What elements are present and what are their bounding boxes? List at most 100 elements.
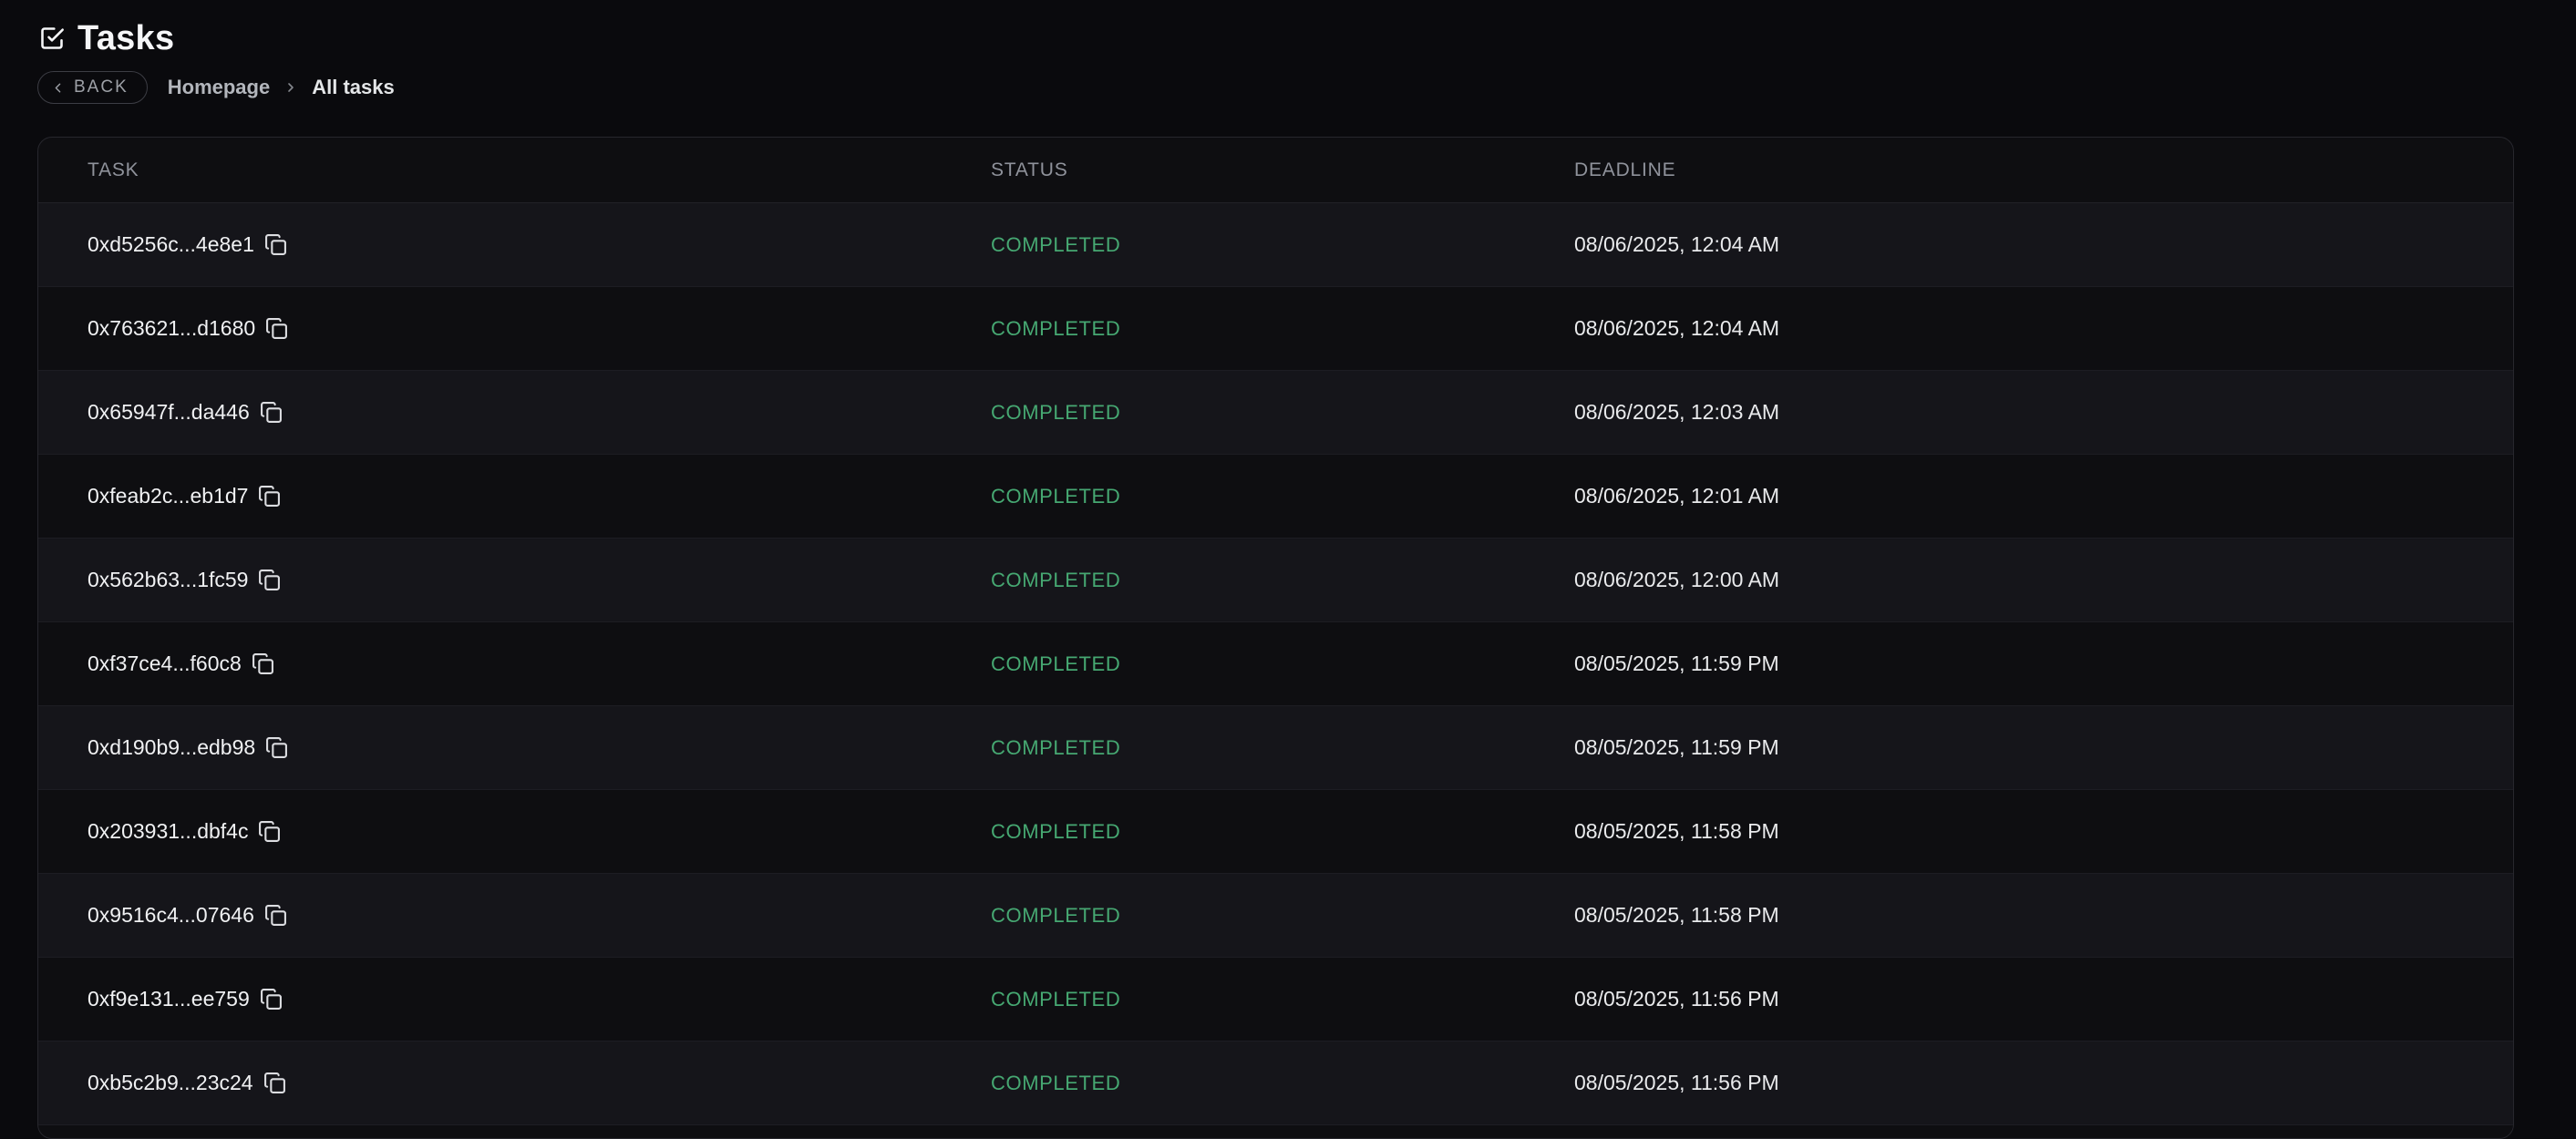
- task-cell: 0xd5256c...4e8e1: [88, 232, 991, 257]
- status-badge: COMPLETED: [991, 735, 1121, 759]
- table-row: 0xd5256c...4e8e1 COMPLETED 08/06/2025, 1…: [38, 203, 2513, 287]
- task-cell: 0x562b63...1fc59: [88, 568, 991, 592]
- breadcrumb: Homepage All tasks: [168, 76, 395, 99]
- table-body: 0xd5256c...4e8e1 COMPLETED 08/06/2025, 1…: [38, 203, 2513, 1125]
- deadline-cell: 08/05/2025, 11:59 PM: [1574, 735, 2513, 760]
- copy-icon[interactable]: [258, 820, 281, 843]
- table-row: 0x763621...d1680 COMPLETED 08/06/2025, 1…: [38, 287, 2513, 371]
- square-check-icon: [39, 26, 65, 51]
- task-cell: 0xb5c2b9...23c24: [88, 1071, 991, 1095]
- status-cell: COMPLETED: [991, 820, 1574, 844]
- copy-icon[interactable]: [258, 569, 281, 591]
- copy-icon[interactable]: [265, 317, 288, 340]
- deadline-text: 08/06/2025, 12:00 AM: [1574, 568, 1780, 591]
- table-row: 0x203931...dbf4c COMPLETED 08/05/2025, 1…: [38, 790, 2513, 874]
- copy-icon[interactable]: [263, 1072, 286, 1094]
- copy-icon[interactable]: [252, 652, 274, 675]
- task-cell: 0xf9e131...ee759: [88, 987, 991, 1011]
- status-cell: COMPLETED: [991, 569, 1574, 592]
- status-badge: COMPLETED: [991, 568, 1121, 591]
- breadcrumb-all-tasks: All tasks: [312, 76, 395, 98]
- status-cell: COMPLETED: [991, 904, 1574, 928]
- deadline-cell: 08/06/2025, 12:04 AM: [1574, 232, 2513, 257]
- status-badge: COMPLETED: [991, 316, 1121, 340]
- deadline-text: 08/05/2025, 11:56 PM: [1574, 987, 1779, 1011]
- status-badge: COMPLETED: [991, 232, 1121, 256]
- tasks-table-card: TASK STATUS DEADLINE 0xd5256c...4e8e1 CO…: [37, 137, 2514, 1139]
- column-header-task: TASK: [88, 159, 139, 180]
- status-badge: COMPLETED: [991, 484, 1121, 508]
- status-cell: COMPLETED: [991, 652, 1574, 676]
- status-cell: COMPLETED: [991, 401, 1574, 425]
- table-row: 0xf37ce4...f60c8 COMPLETED 08/05/2025, 1…: [38, 622, 2513, 706]
- table-row: 0x65947f...da446 COMPLETED 08/06/2025, 1…: [38, 371, 2513, 455]
- table-row: 0xd190b9...edb98 COMPLETED 08/05/2025, 1…: [38, 706, 2513, 790]
- chevron-left-icon: [50, 80, 66, 96]
- deadline-text: 08/06/2025, 12:04 AM: [1574, 232, 1780, 256]
- deadline-cell: 08/06/2025, 12:01 AM: [1574, 484, 2513, 508]
- back-button[interactable]: BACK: [37, 71, 148, 104]
- deadline-text: 08/05/2025, 11:58 PM: [1574, 819, 1779, 843]
- page-title: Tasks: [77, 19, 175, 57]
- deadline-cell: 08/05/2025, 11:56 PM: [1574, 1071, 2513, 1095]
- copy-icon[interactable]: [264, 233, 287, 256]
- table-row: 0xb5c2b9...23c24 COMPLETED 08/05/2025, 1…: [38, 1042, 2513, 1125]
- task-id: 0xf37ce4...f60c8: [88, 652, 242, 675]
- toolbar: BACK Homepage All tasks: [37, 71, 2576, 104]
- task-cell: 0xd190b9...edb98: [88, 735, 991, 760]
- table-row: 0xf9e131...ee759 COMPLETED 08/05/2025, 1…: [38, 958, 2513, 1042]
- task-id: 0xfeab2c...eb1d7: [88, 484, 249, 508]
- task-id: 0x65947f...da446: [88, 400, 250, 424]
- page-header: Tasks: [39, 18, 2576, 58]
- task-id: 0x9516c4...07646: [88, 903, 254, 927]
- status-badge: COMPLETED: [991, 903, 1121, 927]
- task-id: 0xd5256c...4e8e1: [88, 232, 254, 256]
- copy-icon[interactable]: [265, 736, 288, 759]
- deadline-text: 08/05/2025, 11:59 PM: [1574, 652, 1779, 675]
- table-header-row: TASK STATUS DEADLINE: [38, 138, 2513, 203]
- breadcrumb-homepage[interactable]: Homepage: [167, 76, 271, 98]
- status-cell: COMPLETED: [991, 736, 1574, 760]
- deadline-text: 08/06/2025, 12:03 AM: [1574, 400, 1780, 424]
- deadline-cell: 08/06/2025, 12:00 AM: [1574, 568, 2513, 592]
- table-row: 0x9516c4...07646 COMPLETED 08/05/2025, 1…: [38, 874, 2513, 958]
- deadline-text: 08/05/2025, 11:59 PM: [1574, 735, 1779, 759]
- deadline-text: 08/05/2025, 11:56 PM: [1574, 1071, 1779, 1094]
- column-header-deadline: DEADLINE: [1574, 159, 1676, 180]
- task-cell: 0x65947f...da446: [88, 400, 991, 425]
- deadline-cell: 08/06/2025, 12:03 AM: [1574, 400, 2513, 425]
- deadline-text: 08/06/2025, 12:01 AM: [1574, 484, 1780, 508]
- deadline-text: 08/05/2025, 11:58 PM: [1574, 903, 1779, 927]
- task-id: 0x203931...dbf4c: [88, 819, 249, 843]
- status-badge: COMPLETED: [991, 987, 1121, 1011]
- table-row: 0x562b63...1fc59 COMPLETED 08/06/2025, 1…: [38, 539, 2513, 622]
- status-badge: COMPLETED: [991, 652, 1121, 675]
- status-cell: COMPLETED: [991, 988, 1574, 1011]
- status-cell: COMPLETED: [991, 233, 1574, 257]
- chevron-right-icon: [283, 80, 298, 95]
- column-header-status: STATUS: [991, 159, 1068, 180]
- table-row: 0xfeab2c...eb1d7 COMPLETED 08/06/2025, 1…: [38, 455, 2513, 539]
- copy-icon[interactable]: [264, 904, 287, 927]
- task-cell: 0x9516c4...07646: [88, 903, 991, 928]
- task-id: 0xd190b9...edb98: [88, 735, 256, 759]
- copy-icon[interactable]: [260, 988, 283, 1011]
- task-cell: 0x763621...d1680: [88, 316, 991, 341]
- deadline-text: 08/06/2025, 12:04 AM: [1574, 316, 1780, 340]
- status-badge: COMPLETED: [991, 400, 1121, 424]
- task-cell: 0xf37ce4...f60c8: [88, 652, 991, 676]
- task-id: 0x763621...d1680: [88, 316, 256, 340]
- copy-icon[interactable]: [258, 485, 281, 508]
- task-cell: 0x203931...dbf4c: [88, 819, 991, 844]
- copy-icon[interactable]: [260, 401, 283, 424]
- deadline-cell: 08/05/2025, 11:58 PM: [1574, 903, 2513, 928]
- task-id: 0xf9e131...ee759: [88, 987, 250, 1011]
- task-id: 0xb5c2b9...23c24: [88, 1071, 253, 1094]
- status-cell: COMPLETED: [991, 317, 1574, 341]
- status-cell: COMPLETED: [991, 1072, 1574, 1095]
- deadline-cell: 08/06/2025, 12:04 AM: [1574, 316, 2513, 341]
- deadline-cell: 08/05/2025, 11:56 PM: [1574, 987, 2513, 1011]
- deadline-cell: 08/05/2025, 11:58 PM: [1574, 819, 2513, 844]
- status-cell: COMPLETED: [991, 485, 1574, 508]
